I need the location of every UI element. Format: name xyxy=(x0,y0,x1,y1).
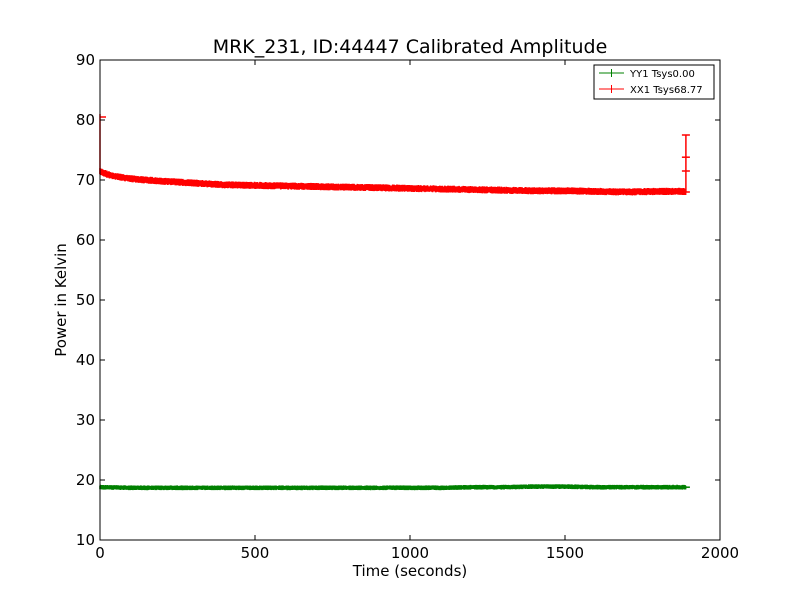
x-tick-label: 0 xyxy=(95,544,105,562)
y-tick-label: 60 xyxy=(76,231,95,249)
y-axis-ticks: 10 20 30 40 50 60 70 80 90 xyxy=(76,51,720,549)
y-tick-label: 90 xyxy=(76,51,95,69)
y-tick-label: 40 xyxy=(76,351,95,369)
legend-label: XX1 Tsys68.77 xyxy=(630,85,703,96)
chart-title: MRK_231, ID:44447 Calibrated Amplitude xyxy=(213,36,608,58)
y-tick-label: 10 xyxy=(76,531,95,549)
x-axis-ticks: 0 500 1000 1500 2000 xyxy=(95,60,739,562)
y-tick-label: 80 xyxy=(76,111,95,129)
y-tick-label: 30 xyxy=(76,411,95,429)
legend: YY1 Tsys0.00 XX1 Tsys68.77 xyxy=(593,64,715,100)
y-axis-label: Power in Kelvin xyxy=(52,243,70,357)
y-tick-label: 50 xyxy=(76,291,95,309)
y-tick-label: 70 xyxy=(76,171,95,189)
legend-entry: YY1 Tsys0.00 xyxy=(599,69,695,80)
x-tick-label: 500 xyxy=(241,544,270,562)
x-axis-label: Time (seconds) xyxy=(352,562,468,580)
x-tick-label: 1000 xyxy=(391,544,429,562)
plot-area xyxy=(100,60,720,540)
legend-entry: XX1 Tsys68.77 xyxy=(599,85,703,96)
legend-entries: YY1 Tsys0.00 XX1 Tsys68.77 xyxy=(599,69,703,96)
x-tick-label: 2000 xyxy=(701,544,739,562)
legend-box xyxy=(593,64,715,100)
legend-label: YY1 Tsys0.00 xyxy=(629,69,695,80)
x-tick-label: 1500 xyxy=(546,544,584,562)
y-tick-label: 20 xyxy=(76,471,95,489)
